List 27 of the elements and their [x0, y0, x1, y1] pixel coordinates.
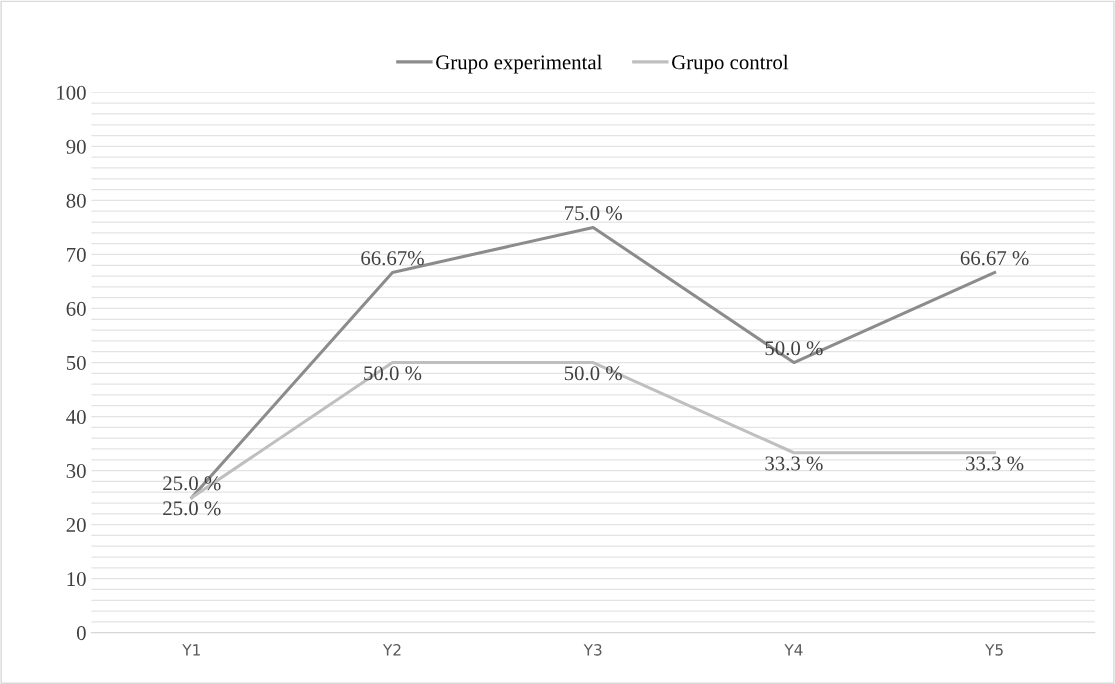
data-label: 50.0 % — [364, 366, 422, 381]
data-label: 33.3 % — [966, 456, 1024, 471]
y-tick-label: 40 — [66, 409, 86, 424]
data-label: 66.67 % — [960, 251, 1029, 266]
x-tick-label: Y2 — [382, 644, 401, 656]
y-tick-label: 80 — [66, 193, 86, 208]
y-tick-label: 50 — [66, 355, 86, 370]
data-label: 75.0 % — [565, 206, 622, 221]
legend-label: Grupo control — [672, 54, 789, 74]
legend-label: Grupo experimental — [436, 54, 602, 74]
y-tick-label: 90 — [66, 139, 86, 154]
data-label: 33.3 % — [765, 456, 823, 471]
y-tick-label: 30 — [66, 463, 86, 479]
data-label: 66.67% — [361, 251, 424, 266]
y-tick-label: 70 — [67, 247, 86, 262]
y-tick-label: 60 — [66, 301, 86, 316]
data-label: 25.0 % — [163, 476, 221, 491]
x-tick-label: Y3 — [583, 644, 602, 656]
y-tick-label: 0 — [76, 626, 86, 641]
data-label: 50.0 % — [564, 366, 622, 381]
x-tick-label: Y1 — [182, 644, 200, 656]
y-tick-label: 100 — [57, 85, 86, 100]
y-tick-label: 10 — [67, 572, 86, 587]
y-tick-label: 20 — [66, 518, 86, 533]
x-tick-label: Y5 — [985, 644, 1003, 656]
x-tick-label: Y4 — [784, 644, 803, 656]
data-label: 25.0 % — [163, 501, 221, 516]
